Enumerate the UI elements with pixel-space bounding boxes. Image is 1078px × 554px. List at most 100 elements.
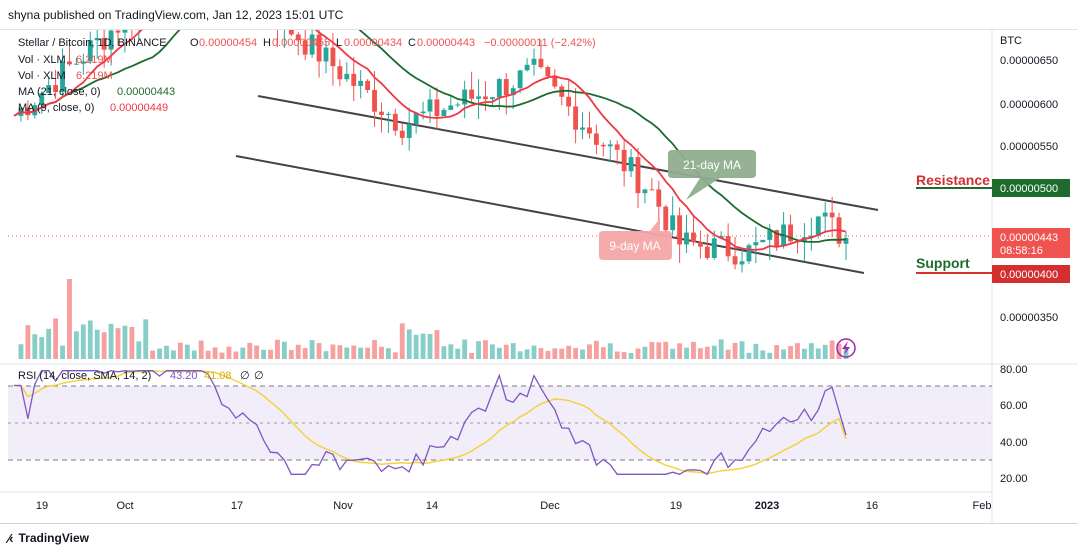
candle-body	[677, 215, 683, 245]
price-axis[interactable]: BTC 0.00000650 0.00000600 0.00000550 0.0…	[1000, 35, 1058, 324]
chart-area[interactable]: Resistance Support 21-day MA 9-day MA St…	[0, 0, 1078, 524]
candle-body	[607, 144, 613, 147]
time-tick-16: 16	[866, 500, 878, 512]
candle-body	[704, 246, 710, 258]
volume-bar	[795, 343, 800, 359]
price-tick-650: 0.00000650	[1000, 55, 1058, 67]
candle-body	[67, 61, 72, 65]
volume-bar	[198, 340, 204, 359]
legend-ma21-label: MA (21, close, 0)	[18, 86, 101, 98]
volume-bar	[788, 346, 793, 359]
lightning-icon[interactable]	[836, 338, 856, 358]
candle-body	[295, 34, 301, 41]
candle-body	[337, 66, 343, 80]
candle-body	[739, 261, 745, 265]
time-tick-dec: Dec	[540, 500, 560, 512]
current-price-text: 0.00000443	[1000, 232, 1058, 244]
volume-bar	[247, 342, 253, 359]
volume-bar	[309, 340, 315, 359]
candle-body	[385, 113, 391, 115]
volume-bar	[691, 341, 696, 359]
volume-bar	[711, 345, 717, 359]
candle-body	[829, 212, 835, 218]
time-tick-feb: Feb	[973, 500, 992, 512]
volume-bar	[379, 346, 384, 359]
volume-bar	[697, 348, 703, 359]
volume-bar	[483, 340, 488, 359]
volume-bar	[101, 332, 107, 359]
channel-lower-line	[235, 155, 865, 274]
candle-body	[73, 63, 79, 65]
rsi-extra-2: ∅	[254, 370, 264, 382]
candle-body	[448, 105, 454, 110]
rsi-line	[14, 370, 847, 476]
candle-body	[392, 113, 398, 131]
candle-body	[462, 89, 468, 105]
price-axis-currency: BTC	[1000, 35, 1022, 47]
volume-bar	[545, 350, 551, 359]
candle-body	[663, 206, 669, 231]
volume-bar	[60, 345, 65, 359]
volume-bar	[489, 344, 495, 359]
volume-bar	[628, 352, 634, 359]
volume-bar	[254, 345, 260, 359]
volume-bar	[358, 347, 364, 359]
candle-body	[656, 189, 662, 207]
volume-bar	[427, 333, 433, 359]
candle-body	[358, 80, 364, 86]
volume-bar	[607, 343, 613, 359]
legend-symbol: Stellar / Bitcoin, 1D, BINANCE	[18, 37, 167, 49]
rsi-tick-40: 40.00	[1000, 437, 1028, 449]
candle-body	[80, 61, 86, 64]
candle-body	[524, 64, 530, 71]
rsi-legend: RSI (14, close, SMA, 14, 2) 43.20 41.08 …	[18, 370, 264, 382]
volume-bar	[316, 343, 322, 359]
volume-bar	[80, 324, 86, 359]
current-price-badge	[992, 228, 1070, 258]
volume-bar	[774, 345, 780, 359]
support-price-badge	[992, 265, 1070, 283]
candle-body	[711, 238, 717, 258]
volume-bar	[746, 352, 752, 359]
volume-bar	[94, 329, 100, 359]
candle-body	[441, 109, 447, 117]
volume-bar	[510, 343, 516, 359]
volume-bar	[330, 344, 336, 359]
volume-bar	[150, 350, 156, 359]
time-axis[interactable]: 19 Oct 17 Nov 14 Dec 19 2023 16 Feb	[36, 500, 992, 512]
support-price-text: 0.00000400	[1000, 269, 1058, 281]
volume-bar	[233, 351, 239, 359]
volume-bar	[663, 341, 669, 359]
candle-body	[46, 85, 52, 94]
candle-body	[649, 189, 655, 191]
volume-bar	[573, 347, 579, 359]
candle-body	[108, 30, 114, 50]
candle-body	[483, 96, 488, 100]
volume-bar	[240, 347, 246, 359]
volume-bar	[822, 344, 828, 359]
channel-upper-line	[257, 95, 879, 211]
volume-bar	[281, 341, 287, 359]
candle-body	[642, 189, 648, 194]
footer-brand[interactable]: ⁄‹ TradingView	[8, 530, 89, 546]
volume-bar	[351, 345, 357, 359]
volume-bar	[399, 323, 405, 359]
candle-body	[725, 236, 731, 257]
support-label: Support	[916, 255, 970, 271]
candle-body	[288, 15, 294, 35]
rsi-axis[interactable]: 80.00 60.00 40.00 20.00	[1000, 364, 1028, 485]
price-tick-600: 0.00000600	[1000, 99, 1058, 111]
volume-bar	[219, 352, 225, 359]
candle-body	[94, 37, 100, 41]
ma21-line	[13, 0, 847, 243]
volume-bar	[365, 347, 371, 359]
volume-bar	[531, 345, 537, 359]
volume-bar	[288, 350, 294, 359]
candle-body	[573, 106, 579, 130]
candle-body	[323, 47, 329, 62]
legend-c-key: C	[408, 37, 416, 49]
volume-bar	[593, 340, 599, 359]
candle-body	[406, 124, 412, 138]
volume-bar	[829, 340, 835, 359]
volume-bar	[32, 334, 38, 359]
